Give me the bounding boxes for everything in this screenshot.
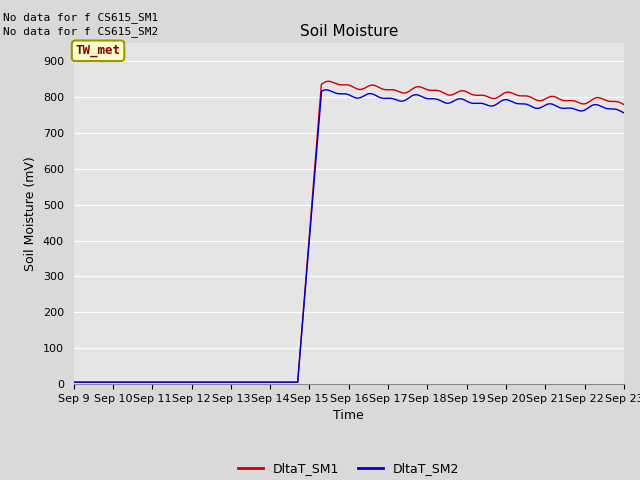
Text: No data for f CS615_SM2: No data for f CS615_SM2 — [3, 26, 159, 37]
Legend: DltaT_SM1, DltaT_SM2: DltaT_SM1, DltaT_SM2 — [233, 457, 465, 480]
Y-axis label: Soil Moisture (mV): Soil Moisture (mV) — [24, 156, 37, 271]
Text: TW_met: TW_met — [76, 44, 120, 57]
X-axis label: Time: Time — [333, 409, 364, 422]
Title: Soil Moisture: Soil Moisture — [300, 24, 398, 39]
Text: No data for f CS615_SM1: No data for f CS615_SM1 — [3, 12, 159, 23]
